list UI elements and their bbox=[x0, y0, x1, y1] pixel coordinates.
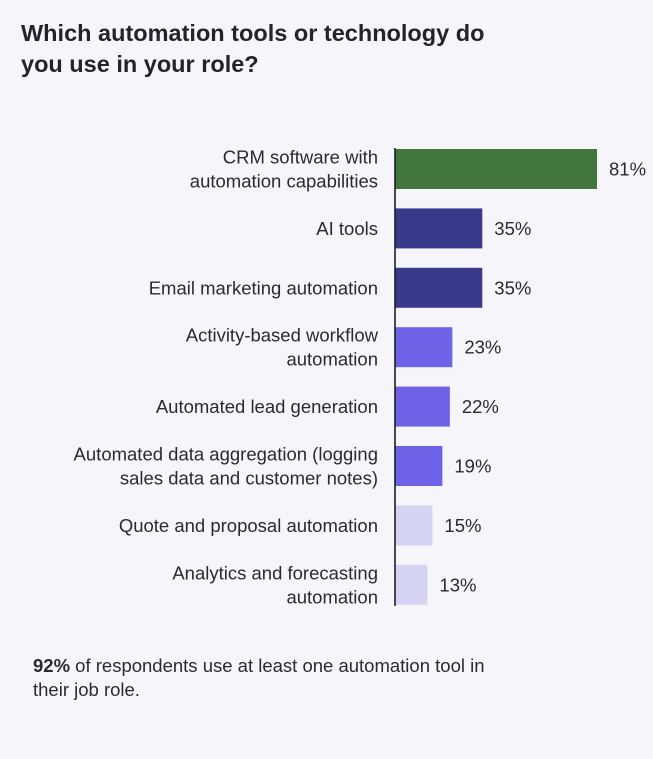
category-label-line: automation bbox=[286, 349, 378, 370]
value-label-3: 23% bbox=[464, 337, 501, 358]
category-label-line: Automated data aggregation (logging bbox=[74, 444, 378, 465]
value-label-0: 81% bbox=[609, 159, 646, 180]
bar-3 bbox=[395, 327, 453, 368]
category-label-7: Analytics and forecasting automation bbox=[172, 562, 378, 607]
category-label-line: Email marketing automation bbox=[149, 277, 378, 298]
bar-4 bbox=[395, 386, 450, 427]
footnote: 92% of respondents use at least one auto… bbox=[33, 654, 513, 702]
category-label-0: CRM software with automation capabilities bbox=[190, 147, 378, 192]
category-label-2: Email marketing automation bbox=[149, 277, 378, 298]
category-label-line: automation bbox=[286, 586, 378, 607]
value-label-1: 35% bbox=[494, 218, 531, 239]
category-label-line: Analytics and forecasting bbox=[172, 562, 378, 583]
category-label-1: AI tools bbox=[316, 218, 378, 239]
bar-0 bbox=[395, 149, 597, 189]
value-label-7: 13% bbox=[439, 574, 476, 595]
category-label-line: Activity-based workflow bbox=[186, 325, 379, 346]
value-label-2: 35% bbox=[494, 277, 531, 298]
footnote-text: of respondents use at least one automati… bbox=[33, 655, 485, 700]
bar-5 bbox=[395, 446, 443, 486]
category-label-5: Automated data aggregation (logging sales… bbox=[74, 444, 378, 489]
category-label-3: Activity-based workflow automation bbox=[186, 325, 379, 370]
value-label-4: 22% bbox=[462, 396, 499, 417]
value-label-6: 15% bbox=[444, 515, 481, 536]
value-label-5: 19% bbox=[454, 456, 491, 477]
category-label-line: automation capabilities bbox=[190, 171, 378, 192]
chart-title: Which automation tools or technology do … bbox=[21, 20, 485, 77]
category-label-line: Automated lead generation bbox=[156, 396, 378, 417]
category-label-line: Quote and proposal automation bbox=[119, 515, 378, 536]
bar-6 bbox=[395, 505, 433, 546]
bar-7 bbox=[395, 564, 428, 605]
bar-1 bbox=[395, 208, 483, 249]
category-label-line: AI tools bbox=[316, 218, 378, 239]
category-label-6: Quote and proposal automation bbox=[119, 515, 378, 536]
footnote-stat: 92% bbox=[33, 655, 71, 676]
category-label-4: Automated lead generation bbox=[156, 396, 378, 417]
category-label-line: CRM software with bbox=[223, 147, 378, 168]
bar-chart: 81% CRM software with automation capabilit… bbox=[74, 147, 646, 608]
bars-layer: 81% CRM software with automation capabilit… bbox=[74, 147, 646, 608]
bar-2 bbox=[395, 267, 483, 308]
category-label-line: sales data and customer notes) bbox=[120, 468, 378, 489]
